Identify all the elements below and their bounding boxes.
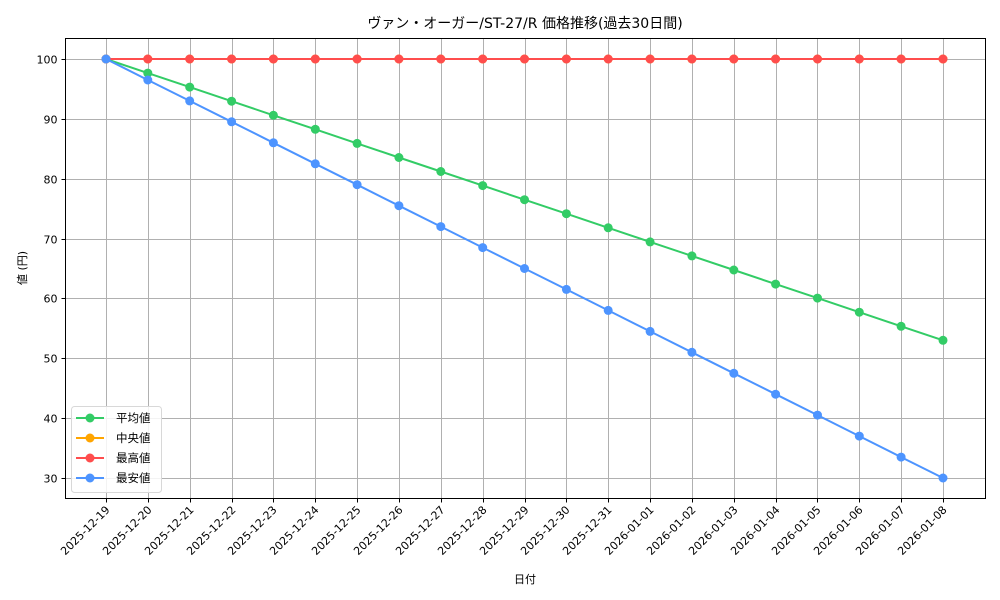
legend-label: 最安値 xyxy=(116,471,151,485)
data-point xyxy=(813,293,822,303)
y-tick-label: 30 xyxy=(44,473,58,486)
data-point xyxy=(520,264,529,273)
data-point xyxy=(771,389,781,399)
y-tick-label: 60 xyxy=(44,293,58,306)
data-point xyxy=(394,153,404,162)
data-point xyxy=(478,54,488,64)
data-point xyxy=(227,54,237,64)
data-point xyxy=(603,305,613,315)
data-point xyxy=(603,223,613,233)
data-point xyxy=(854,431,864,441)
legend-item: 最高値 xyxy=(76,451,151,465)
y-tick-label: 100 xyxy=(37,54,58,67)
legend-marker-icon xyxy=(85,473,95,483)
data-point xyxy=(478,243,488,253)
data-point xyxy=(854,307,864,317)
legend-marker-icon xyxy=(85,453,95,463)
data-point xyxy=(143,75,153,85)
data-point xyxy=(687,251,697,261)
legend-marker-icon xyxy=(85,413,95,423)
data-point xyxy=(310,54,320,64)
data-point xyxy=(268,138,278,148)
data-point xyxy=(645,326,655,336)
data-point xyxy=(436,222,446,232)
data-point xyxy=(352,54,362,64)
data-point xyxy=(227,96,237,106)
data-point xyxy=(645,237,655,247)
data-point xyxy=(143,68,153,78)
data-point xyxy=(771,54,781,64)
data-point xyxy=(771,279,781,289)
data-point xyxy=(185,54,195,64)
legend-marker-icon xyxy=(85,433,95,443)
y-tick-label: 80 xyxy=(44,174,58,187)
data-point xyxy=(813,410,822,420)
data-point xyxy=(938,335,948,345)
grid-lines xyxy=(65,38,986,499)
data-point xyxy=(436,167,446,176)
y-axis: 30 40 50 60 70 80 90 100 xyxy=(37,54,66,486)
data-point xyxy=(185,82,195,92)
data-point xyxy=(520,54,529,64)
y-tick-label: 90 xyxy=(44,114,58,127)
data-point xyxy=(896,452,906,462)
data-point xyxy=(938,473,948,483)
data-point xyxy=(687,54,697,64)
data-point xyxy=(687,347,697,357)
data-point xyxy=(227,117,237,127)
data-point xyxy=(101,54,111,64)
data-point xyxy=(436,54,446,64)
legend-label: 最高値 xyxy=(116,451,151,465)
data-point xyxy=(268,54,278,64)
y-tick-label: 40 xyxy=(44,413,58,426)
data-point xyxy=(268,110,278,120)
data-point xyxy=(561,54,571,64)
x-axis-label: 日付 xyxy=(514,573,536,586)
data-point xyxy=(394,54,404,64)
data-point xyxy=(352,138,362,148)
legend-item: 平均値 xyxy=(76,411,151,425)
data-point xyxy=(352,180,362,190)
series-平均値 xyxy=(101,54,948,345)
x-axis: 2025-12-192025-12-202025-12-212025-12-22… xyxy=(58,498,950,558)
data-point xyxy=(143,54,153,64)
y-axis-label: 値 (円) xyxy=(16,251,29,285)
series-最安値 xyxy=(101,54,948,483)
data-point xyxy=(478,181,488,191)
data-point xyxy=(896,321,906,331)
data-point xyxy=(854,54,864,64)
data-point xyxy=(520,195,529,205)
data-point xyxy=(185,96,195,106)
chart-title: ヴァン・オーガー/ST-27/R 価格推移(過去30日間) xyxy=(367,15,682,32)
legend-label: 平均値 xyxy=(116,411,151,425)
data-point xyxy=(729,54,739,64)
data-point xyxy=(310,124,320,134)
data-point xyxy=(729,265,739,275)
data-point xyxy=(896,54,906,64)
y-tick-label: 50 xyxy=(44,353,58,366)
plot-area xyxy=(101,54,948,483)
legend-item: 中央値 xyxy=(76,431,151,445)
data-point xyxy=(603,54,613,64)
data-point xyxy=(645,54,655,64)
data-point xyxy=(394,201,404,211)
legend-label: 中央値 xyxy=(116,431,151,445)
y-tick-label: 70 xyxy=(44,234,58,247)
data-point xyxy=(561,209,571,219)
data-point xyxy=(310,159,320,169)
data-point xyxy=(729,368,739,378)
series-最高値 xyxy=(101,54,948,64)
data-point xyxy=(813,54,822,64)
data-point xyxy=(938,54,948,64)
legend-item: 最安値 xyxy=(76,471,151,485)
data-point xyxy=(561,284,571,294)
